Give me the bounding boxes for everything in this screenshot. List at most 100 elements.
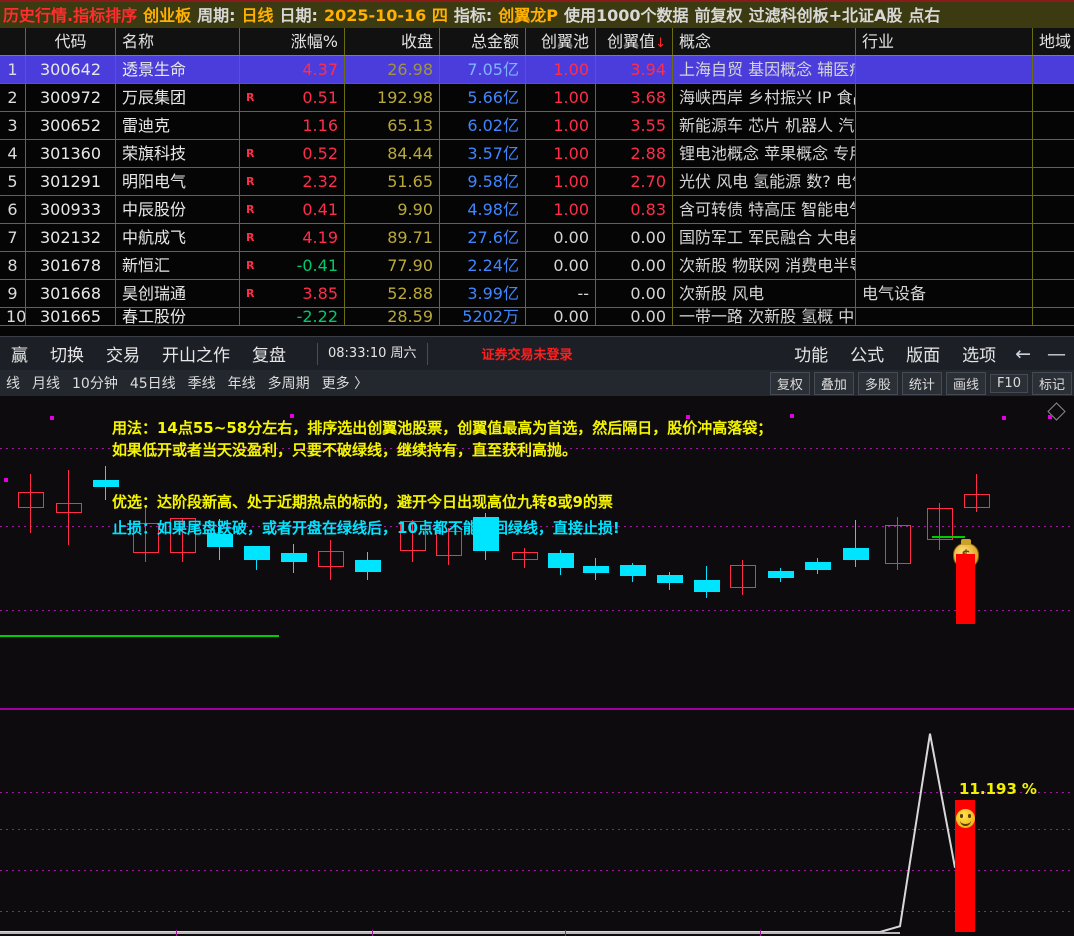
sort-descending-icon[interactable]: ↓ — [655, 36, 666, 51]
support-line-left — [0, 635, 279, 637]
header-area[interactable]: 地域 — [1039, 32, 1072, 51]
cell-name: 明阳电气 — [116, 168, 240, 195]
tool-button-1[interactable]: 叠加 — [813, 371, 854, 395]
period-item-3[interactable]: 45日线 — [129, 376, 176, 392]
period-item-6[interactable]: 多周期 — [267, 376, 310, 392]
candle-body — [18, 492, 44, 508]
banner-segment-11: 点右 — [908, 6, 941, 25]
candle-body — [318, 551, 344, 567]
gridline — [0, 610, 1074, 611]
period-item-2[interactable]: 10分钟 — [72, 376, 118, 392]
header-value[interactable]: 创翼值↓ — [596, 28, 673, 55]
row-index: 1 — [0, 56, 26, 83]
table-row[interactable]: 4 301360 荣旗科技 R 0.52 84.44 3.57亿 1.00 2.88 锂电池概念 … — [0, 140, 1074, 168]
period-item-7[interactable]: 更多 〉 — [321, 376, 369, 392]
cell-pool: 0.00 — [526, 308, 596, 325]
cell-industry — [856, 168, 1033, 195]
candle-body — [400, 521, 426, 551]
header-code[interactable]: 代码 — [26, 28, 116, 55]
header-close[interactable]: 收盘 — [345, 28, 440, 55]
header-concept[interactable]: 概念 — [673, 28, 856, 55]
minimize-icon[interactable]: — — [1047, 342, 1066, 365]
tool-button-5[interactable]: F10 — [989, 373, 1028, 393]
cell-value: 0.00 — [596, 308, 673, 325]
chart-area[interactable]: $用法：14点55~58分左右，排序选出创翼池股票，创翼值最高为首选，然后隔日，… — [0, 396, 1074, 936]
cell-change: R 2.32 — [240, 168, 345, 195]
quote-table[interactable]: 代码 名称 涨幅% 收盘 总金额 创翼池 创翼值↓ 概念 行业 地域 1 3006… — [0, 28, 1074, 336]
cell-amount: 9.58亿 — [440, 168, 526, 195]
period-sub-bar[interactable]: 线月线 10分钟 45日线 季线 年线 多周期 更多 〉 复权 叠加 多股 统计 画线 F10 标记 — [0, 370, 1074, 396]
cell-close: 65.13 — [345, 112, 440, 139]
candle-body — [843, 548, 869, 560]
change-value: 4.19 — [302, 228, 338, 247]
candle-wick — [30, 474, 31, 533]
indicator-panel[interactable]: 11.193% — [0, 708, 1074, 936]
tool-button-2[interactable]: 多股 — [857, 371, 898, 395]
candle-body — [281, 553, 307, 562]
menu-item-3[interactable]: 开山之作 — [162, 346, 230, 366]
table-row[interactable]: 1 300642 透景生命 4.37 26.98 7.05亿 1.00 3.94 上海自贸 基因… — [0, 56, 1074, 84]
period-item-0[interactable]: 线 — [6, 376, 20, 392]
chart-note-3: 止损：如果尾盘跌破，或者开盘在绿线后，10点都不能收回绿线，直接止损! — [112, 519, 620, 537]
table-row[interactable]: 5 301291 明阳电气 R 2.32 51.65 9.58亿 1.00 2.70 光伏 风电 … — [0, 168, 1074, 196]
menu-item-2[interactable]: 交易 — [106, 346, 140, 366]
tool-button-0[interactable]: 复权 — [769, 371, 810, 395]
wing-value: 0.00 — [630, 284, 666, 303]
menu-item-1[interactable]: 切换 — [50, 346, 84, 366]
table-row[interactable]: 7 302132 中航成飞 R 4.19 89.71 27.6亿 0.00 0.00 国防军工 军… — [0, 224, 1074, 252]
menu-right-item-0[interactable]: 功能 — [794, 346, 829, 366]
smiley-icon[interactable] — [956, 809, 975, 828]
menu-item-4[interactable]: 复盘 — [252, 346, 286, 366]
cell-pool: 1.00 — [526, 168, 596, 195]
kline-panel[interactable]: $用法：14点55~58分左右，排序选出创翼池股票，创翼值最高为首选，然后隔日，… — [0, 396, 1074, 708]
change-value: 0.51 — [302, 88, 338, 107]
table-row[interactable]: 10 301665 春工股份 -2.22 28.59 5202万 0.00 0.00 一带一路 … — [0, 308, 1074, 326]
axis-tick — [372, 930, 373, 936]
menu-right-item-2[interactable]: 版面 — [906, 346, 941, 366]
cell-area — [1033, 112, 1073, 139]
cell-close: 192.98 — [345, 84, 440, 111]
candle-wick — [182, 518, 183, 562]
login-status-label[interactable]: 证券交易未登录 — [481, 348, 573, 363]
banner-segment-1: 创业板 — [143, 6, 192, 25]
table-row[interactable]: 3 300652 雷迪克 1.16 65.13 6.02亿 1.00 3.55 新能源车 芯片 … — [0, 112, 1074, 140]
table-row[interactable]: 8 301678 新恒汇 R -0.41 77.90 2.24亿 0.00 0.00 次新股 物联… — [0, 252, 1074, 280]
menu-right-item-1[interactable]: 公式 — [850, 346, 885, 366]
banner-segment-9: 前复权 — [694, 6, 743, 25]
cell-industry — [856, 196, 1033, 223]
cell-value: 0.00 — [596, 280, 673, 307]
cell-close: 89.71 — [345, 224, 440, 251]
period-item-4[interactable]: 季线 — [187, 376, 216, 392]
period-item-1[interactable]: 月线 — [32, 376, 60, 392]
margin-trading-flag: R — [246, 203, 255, 216]
row-index: 4 — [0, 140, 26, 167]
menu-right-item-3[interactable]: 选项 — [962, 346, 997, 366]
margin-trading-flag: R — [246, 147, 255, 160]
header-name[interactable]: 名称 — [116, 28, 240, 55]
back-arrow-icon[interactable]: ← — [1015, 342, 1031, 365]
wing-value: 0.00 — [630, 308, 666, 325]
candle-body — [730, 565, 756, 588]
cell-pool: 1.00 — [526, 56, 596, 83]
table-row[interactable]: 9 301668 昊创瑞通 R 3.85 52.88 3.99亿 -- 0.00 次新股 风电 电气… — [0, 280, 1074, 308]
cell-area — [1033, 308, 1073, 325]
table-row[interactable]: 2 300972 万辰集团 R 0.51 192.98 5.66亿 1.00 3.68 海峡西岸 … — [0, 84, 1074, 112]
cell-industry: 电气设备 — [856, 280, 1033, 307]
header-industry[interactable]: 行业 — [856, 28, 1033, 55]
cell-change: R 0.52 — [240, 140, 345, 167]
header-amount[interactable]: 总金额 — [440, 28, 526, 55]
tool-button-4[interactable]: 画线 — [945, 371, 986, 395]
header-pool[interactable]: 创翼池 — [526, 28, 596, 55]
period-item-5[interactable]: 年线 — [227, 376, 256, 392]
cell-concept: 海峡西岸 乡村振兴 IP 食品 — [673, 84, 856, 111]
menu-item-0[interactable]: 赢 — [11, 346, 28, 366]
header-change[interactable]: 涨幅% — [240, 28, 345, 55]
table-row[interactable]: 6 300933 中辰股份 R 0.41 9.90 4.98亿 1.00 0.83 含可转债 特高… — [0, 196, 1074, 224]
cell-name: 春工股份 — [116, 308, 240, 325]
cell-amount: 3.99亿 — [440, 280, 526, 307]
cell-code: 300933 — [26, 196, 116, 223]
tool-button-6[interactable]: 标记 — [1031, 371, 1072, 395]
main-menu-bar[interactable]: 赢 切换 交易 开山之作 复盘 08:33:10 周六 证券交易未登录 功能 公式 版面 选项 ← — — [0, 336, 1074, 370]
row-index: 2 — [0, 84, 26, 111]
tool-button-3[interactable]: 统计 — [901, 371, 942, 395]
